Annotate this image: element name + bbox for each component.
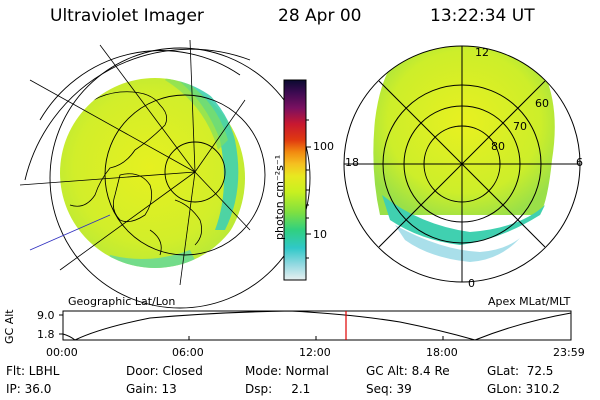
right-map-caption: Apex MLat/MLT: [488, 295, 571, 308]
geographic-map: [19, 39, 311, 309]
xtick-0600: 06:00: [172, 346, 204, 359]
mlat-label-80: 80: [491, 140, 505, 153]
colorbar-tick-10: 10: [313, 228, 327, 241]
magnetic-polar-map: [343, 45, 581, 283]
time-label: 13:22:34 UT: [430, 6, 535, 26]
gc-alt-axis-label: GC Alt: [3, 309, 16, 344]
ytick-9: 9.0: [37, 309, 55, 322]
colorbar-unit-label: photon cm⁻²s⁻¹: [273, 154, 286, 240]
left-map-caption: Geographic Lat/Lon: [68, 295, 176, 308]
mlt-label-18: 18: [345, 156, 359, 169]
colorbar-tick-100: 100: [313, 140, 334, 153]
info-dsp: Dsp: 2.1: [245, 382, 311, 396]
xtick-1800: 18:00: [426, 346, 458, 359]
info-gain: Gain: 13: [126, 382, 177, 396]
colorbar: [283, 79, 311, 281]
mlt-label-6: 6: [576, 156, 583, 169]
xtick-1200: 12:00: [299, 346, 331, 359]
mlat-label-60: 60: [535, 97, 549, 110]
xtick-0000: 00:00: [46, 346, 78, 359]
info-flt: Flt: LBHL: [6, 364, 60, 378]
xtick-2359: 23:59: [553, 346, 585, 359]
mlt-label-12: 12: [475, 46, 489, 59]
info-glat: GLat: 72.5: [487, 364, 554, 378]
mlt-label-0: 0: [468, 277, 475, 290]
info-seq: Seq: 39: [366, 382, 412, 396]
info-mode: Mode: Normal: [245, 364, 329, 378]
gc-alt-plot: [59, 310, 572, 341]
info-door: Door: Closed: [126, 364, 203, 378]
ytick-1-8: 1.8: [37, 328, 55, 341]
app-title: Ultraviolet Imager: [50, 6, 204, 26]
date-label: 28 Apr 00: [278, 6, 362, 26]
info-ip: IP: 36.0: [6, 382, 52, 396]
mlat-label-70: 70: [513, 120, 527, 133]
gc-alt-curve: [62, 310, 572, 341]
info-glon: GLon: 310.2: [487, 382, 560, 396]
info-gc-alt: GC Alt: 8.4 Re: [366, 364, 450, 378]
